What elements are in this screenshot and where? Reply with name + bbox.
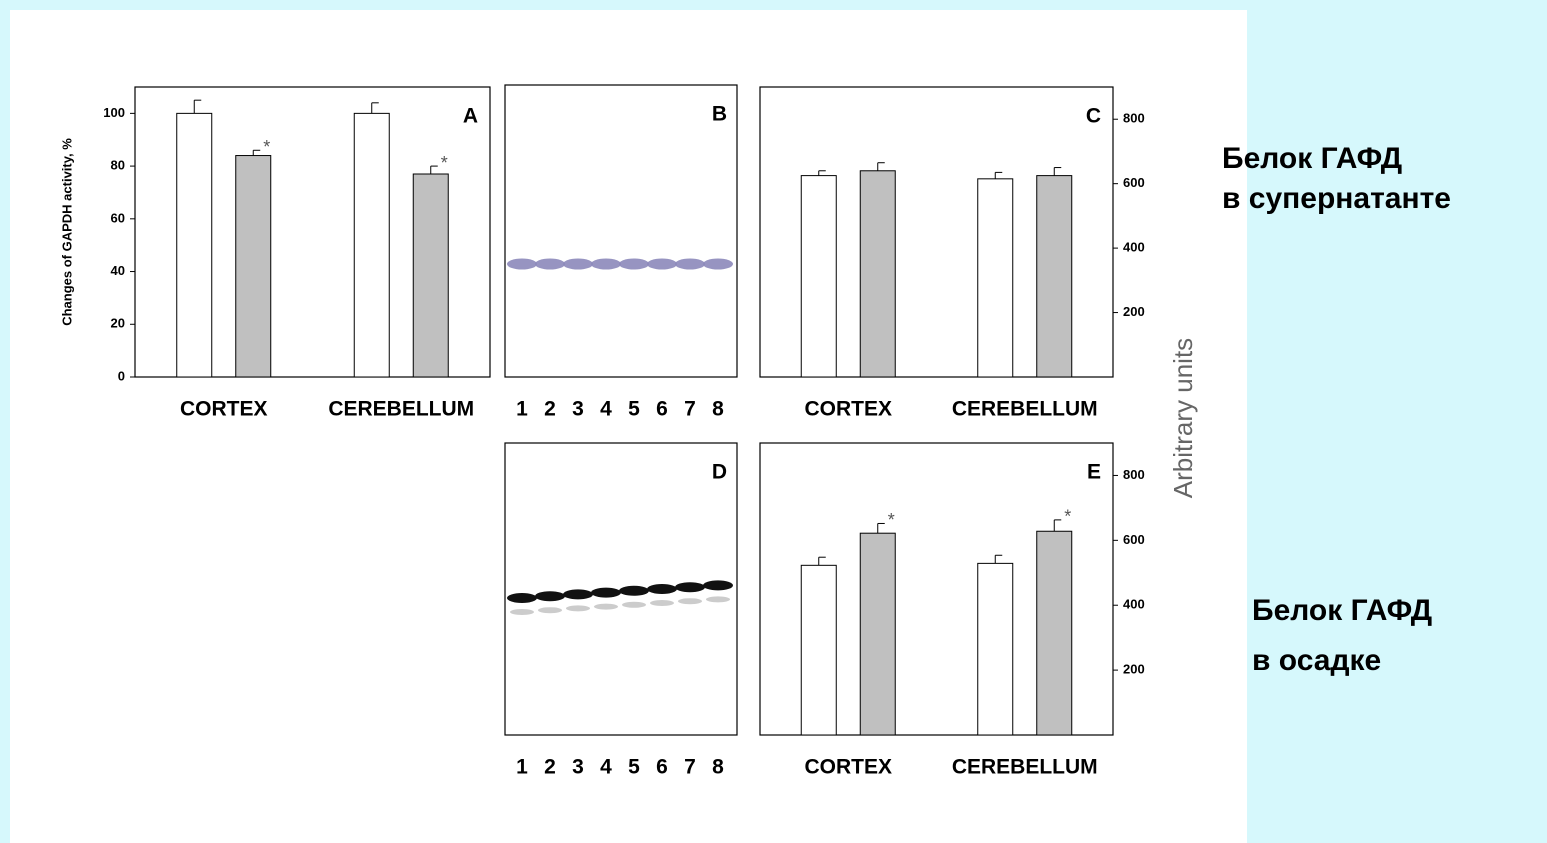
blot-band-faint (706, 596, 730, 602)
significance-mark: * (1064, 507, 1071, 527)
bar (354, 113, 389, 377)
x-tick-label: CORTEX (180, 398, 268, 421)
panel-label: C (1086, 105, 1101, 128)
y-tick-label: 800 (1123, 111, 1145, 126)
lane-label: 6 (656, 398, 668, 421)
caption-line: Белок ГАФД (1222, 142, 1402, 175)
blot-band-faint (594, 604, 618, 610)
blot-band (647, 259, 677, 270)
blot-band (535, 591, 565, 601)
y-tick-label: 80 (111, 158, 125, 173)
lane-label: 5 (628, 756, 640, 779)
y-tick-label: 200 (1123, 304, 1145, 319)
lane-label: 7 (684, 398, 696, 421)
caption-line: в супернатанте (1222, 182, 1451, 215)
bar (1037, 531, 1072, 735)
lane-label: 8 (712, 398, 724, 421)
y-tick-label: 0 (118, 368, 125, 383)
blot-band-faint (622, 602, 646, 608)
blot-band (591, 259, 621, 270)
blot-band-faint (538, 607, 562, 613)
lane-label: 1 (516, 398, 528, 421)
lane-label: 4 (600, 398, 612, 421)
y-tick-label: 200 (1123, 662, 1145, 677)
y-tick-label: 600 (1123, 532, 1145, 547)
blot-band-faint (678, 598, 702, 604)
blot-band (703, 259, 733, 270)
blot-band (619, 259, 649, 270)
lane-label: 4 (600, 756, 612, 779)
lane-label: 2 (544, 398, 556, 421)
caption-line: Белок ГАФД (1252, 594, 1432, 627)
bar (1037, 176, 1072, 377)
significance-mark: * (441, 153, 448, 173)
bar (177, 113, 212, 377)
bar (978, 563, 1013, 735)
lane-label: 8 (712, 756, 724, 779)
y-tick-label: 100 (103, 105, 125, 120)
blot-band (563, 259, 593, 270)
blot-band-faint (566, 605, 590, 611)
y-tick-label: 400 (1123, 597, 1145, 612)
lane-label: 3 (572, 756, 584, 779)
lane-label: 5 (628, 398, 640, 421)
blot-band (535, 259, 565, 270)
blot-band-faint (510, 609, 534, 615)
blot-band (675, 259, 705, 270)
y-tick-label: 20 (111, 316, 125, 331)
significance-mark: * (263, 137, 270, 157)
blot-band (507, 259, 537, 270)
lane-label: 1 (516, 756, 528, 779)
significance-mark: * (888, 510, 895, 530)
y-tick-label: 60 (111, 210, 125, 225)
caption-line: в осадке (1252, 644, 1381, 677)
blot-band (703, 580, 733, 590)
blot-band (619, 586, 649, 596)
bar (413, 174, 448, 377)
lane-label: 7 (684, 756, 696, 779)
y-tick-label: 400 (1123, 240, 1145, 255)
lane-label: 3 (572, 398, 584, 421)
bar (978, 179, 1013, 377)
blot-band (675, 582, 705, 592)
slide: Arbitrary units Белок ГАФД в супернатант… (0, 0, 1547, 843)
blot-frame (505, 85, 737, 377)
y-tick-label: 40 (111, 263, 125, 278)
y-tick-label: 800 (1123, 467, 1145, 482)
y-tick-label: 600 (1123, 175, 1145, 190)
bar (236, 156, 271, 377)
panel-label: B (712, 103, 727, 126)
x-tick-label: CORTEX (804, 398, 892, 421)
bar (860, 171, 895, 377)
blot-band (507, 593, 537, 603)
panel-label: D (712, 461, 727, 484)
x-tick-label: CEREBELLUM (328, 398, 474, 421)
panel-label: E (1087, 461, 1101, 484)
bar (801, 176, 836, 377)
x-tick-label: CEREBELLUM (952, 756, 1098, 779)
panel-label: A (463, 105, 478, 128)
bar (801, 565, 836, 735)
blot-band (591, 588, 621, 598)
y-axis-label: Changes of GAPDH activity, % (59, 138, 74, 326)
shared-y-label: Arbitrary units (1168, 338, 1198, 498)
lane-label: 6 (656, 756, 668, 779)
blot-band (647, 584, 677, 594)
lane-label: 2 (544, 756, 556, 779)
blot-band-faint (650, 600, 674, 606)
x-tick-label: CEREBELLUM (952, 398, 1098, 421)
bar (860, 533, 895, 735)
blot-band (563, 589, 593, 599)
x-tick-label: CORTEX (804, 756, 892, 779)
